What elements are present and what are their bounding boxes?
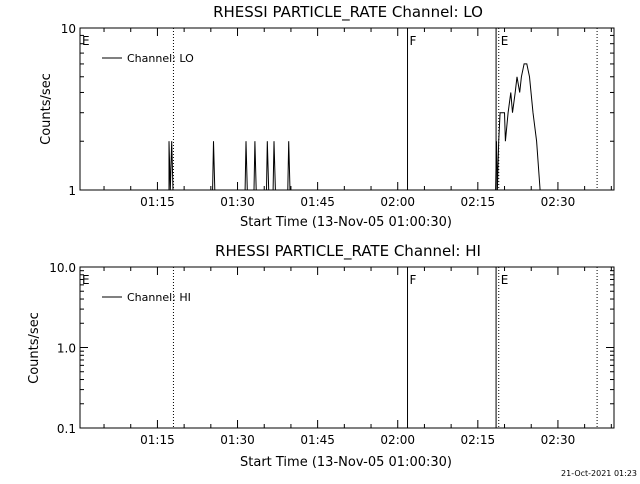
lo-event-marker-label: E xyxy=(82,34,90,48)
lo-x-tick-label: 01:45 xyxy=(300,195,335,209)
hi-x-tick-label: 01:45 xyxy=(300,433,335,447)
hi-y-tick-label: 1.0 xyxy=(57,342,76,356)
lo-y-tick-label: 10 xyxy=(61,22,76,36)
lo-event-marker-label: E xyxy=(501,34,509,48)
hi-panel-x-axis-label: Start Time (13-Nov-05 01:00:30) xyxy=(240,455,452,470)
hi-panel-title: RHESSI PARTICLE_RATE Channel: HI xyxy=(215,242,481,261)
lo-channel-panel: RHESSI PARTICLE_RATE Channel: LO Start T… xyxy=(39,3,615,230)
hi-panel-y-axis-label: Counts/sec xyxy=(27,312,42,384)
lo-panel-title: RHESSI PARTICLE_RATE Channel: LO xyxy=(213,3,483,22)
hi-event-marker-label: E xyxy=(501,273,509,287)
lo-x-tick-label: 01:30 xyxy=(220,195,255,209)
lo-y-tick-label: 1 xyxy=(68,184,76,198)
hi-y-tick-label: 10.0 xyxy=(49,261,76,275)
hi-legend-label: Channel: HI xyxy=(127,291,191,304)
render-timestamp: 21-Oct-2021 01:23 xyxy=(561,469,637,478)
hi-x-tick-label: 01:30 xyxy=(220,433,255,447)
lo-panel-y-axis-label: Counts/sec xyxy=(39,73,54,145)
lo-panel-x-axis-label: Start Time (13-Nov-05 01:00:30) xyxy=(240,215,452,230)
hi-channel-panel: RHESSI PARTICLE_RATE Channel: HI Start T… xyxy=(27,242,615,470)
hi-event-marker-label: F xyxy=(410,273,417,287)
lo-x-tick-label: 01:15 xyxy=(140,195,175,209)
hi-event-marker-label: E xyxy=(82,273,90,287)
hi-y-tick-label: 0.1 xyxy=(57,422,76,436)
lo-event-marker-label: F xyxy=(410,34,417,48)
hi-x-tick-label: 02:15 xyxy=(461,433,496,447)
hi-x-tick-label: 02:30 xyxy=(541,433,576,447)
hi-x-tick-label: 02:00 xyxy=(380,433,415,447)
hi-x-tick-label: 01:15 xyxy=(140,433,175,447)
lo-x-tick-label: 02:30 xyxy=(541,195,576,209)
lo-legend-label: Channel: LO xyxy=(127,52,194,65)
lo-x-tick-label: 02:15 xyxy=(461,195,496,209)
lo-series-line xyxy=(168,63,541,191)
lo-x-tick-label: 02:00 xyxy=(380,195,415,209)
